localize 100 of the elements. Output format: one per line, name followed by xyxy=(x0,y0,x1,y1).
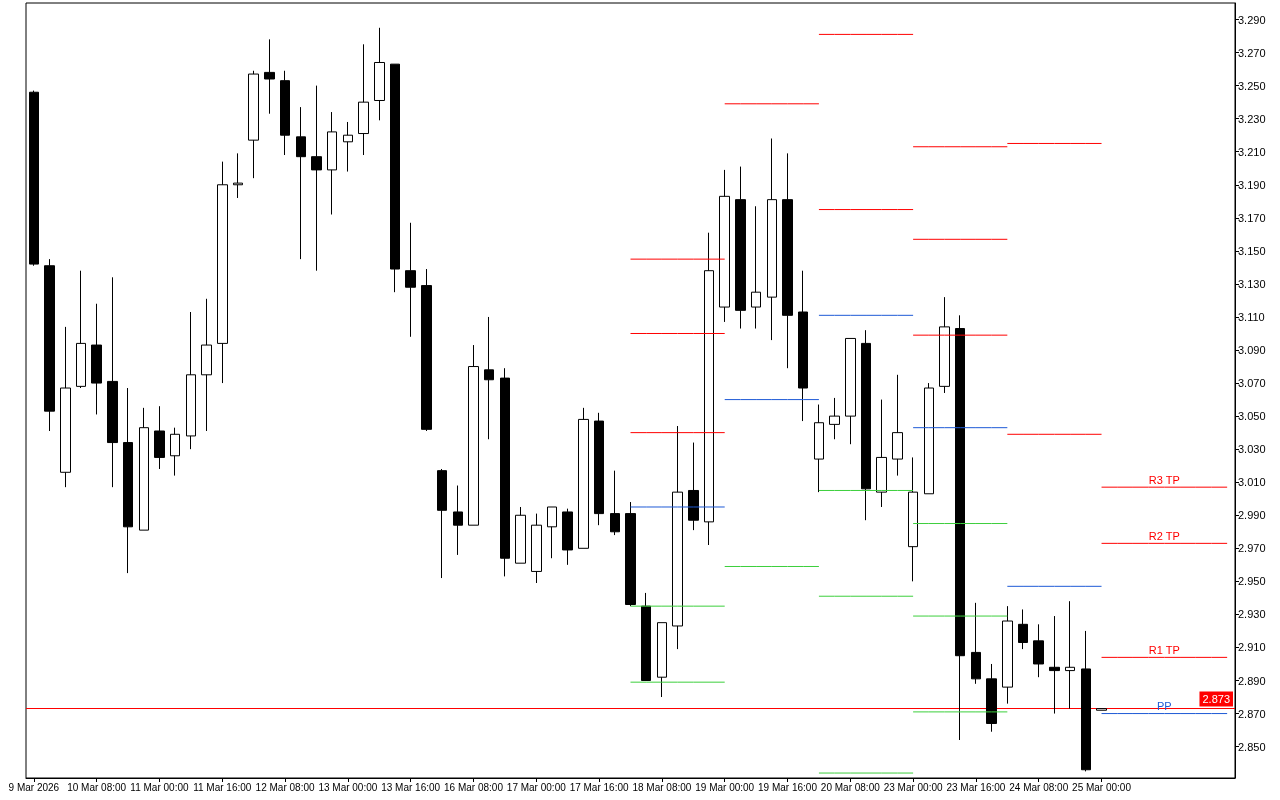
y-tick-label: 2.990 xyxy=(1238,509,1266,522)
y-tick-label: 3.230 xyxy=(1238,112,1266,125)
candlestick xyxy=(296,106,306,260)
y-tick-label: 2.950 xyxy=(1238,575,1266,588)
candlestick xyxy=(1081,630,1091,772)
candlestick xyxy=(437,468,447,579)
candlestick xyxy=(280,70,290,156)
candlestick xyxy=(154,405,165,470)
x-tick-label: 11 Mar 16:00 xyxy=(193,781,252,793)
x-tick-label: 11 Mar 00:00 xyxy=(130,781,189,793)
candlestick xyxy=(91,303,102,415)
x-tick-label: 20 Mar 08:00 xyxy=(820,781,881,793)
candlestick xyxy=(248,70,259,179)
candlestick xyxy=(861,329,871,521)
candlestick xyxy=(892,374,903,477)
x-tick-label: 23 Mar 16:00 xyxy=(946,781,1006,793)
y-tick-label: 3.290 xyxy=(1238,13,1266,26)
candlestick xyxy=(610,470,620,536)
candlestick xyxy=(186,311,196,450)
y-tick-label: 3.130 xyxy=(1238,277,1266,290)
candlestick xyxy=(515,506,526,564)
series-label: R3 TP xyxy=(1148,473,1180,486)
candlestick xyxy=(327,111,337,216)
ref-line-label: 2.873 xyxy=(1202,693,1230,706)
candlestick xyxy=(845,337,856,445)
y-tick-label: 3.210 xyxy=(1238,145,1266,158)
candlestick xyxy=(233,152,243,199)
y-tick-label: 3.050 xyxy=(1238,410,1266,423)
candlestick xyxy=(217,161,228,384)
candlestick xyxy=(123,387,133,574)
candlestick xyxy=(107,276,118,488)
candlestick xyxy=(311,85,322,272)
candlestick xyxy=(908,456,918,582)
x-tick-label: 17 Mar 16:00 xyxy=(569,781,629,793)
candlestick xyxy=(1065,600,1075,710)
candlestick xyxy=(562,508,573,566)
x-tick-label: 9 Mar 2026 xyxy=(8,781,60,793)
candlestick xyxy=(44,258,55,432)
x-tick-label: 23 Mar 00:00 xyxy=(883,781,944,793)
y-tick-label: 3.150 xyxy=(1238,244,1266,257)
y-tick-label: 2.870 xyxy=(1238,707,1266,720)
candlestick xyxy=(735,166,746,330)
x-tick-label: 18 Mar 08:00 xyxy=(632,781,692,793)
candlestick xyxy=(829,397,840,440)
candlestick xyxy=(453,485,463,556)
candlestick xyxy=(421,268,432,432)
candlestick xyxy=(751,205,761,330)
candlestick xyxy=(704,232,714,546)
candlestick xyxy=(657,622,667,698)
x-tick-label: 24 Mar 08:00 xyxy=(1009,781,1069,793)
candlestick xyxy=(798,270,808,422)
y-tick-label: 3.070 xyxy=(1238,377,1266,390)
series-label: R2 TP xyxy=(1148,529,1180,542)
candlestick xyxy=(531,513,542,584)
candlestick xyxy=(500,367,510,577)
y-tick-label: 3.250 xyxy=(1238,79,1266,92)
candlestick xyxy=(1049,615,1060,715)
candlestick xyxy=(547,506,557,559)
y-tick-label: 2.970 xyxy=(1238,542,1266,555)
x-tick-label: 19 Mar 16:00 xyxy=(758,781,818,793)
y-tick-label: 2.850 xyxy=(1238,740,1266,753)
candlestick xyxy=(594,412,604,526)
candlestick xyxy=(782,152,793,369)
x-tick-label: 16 Mar 08:00 xyxy=(444,781,504,793)
x-tick-label: 13 Mar 00:00 xyxy=(318,781,378,793)
candlestick xyxy=(641,592,651,682)
candlestick xyxy=(578,407,589,549)
candlestick xyxy=(924,382,934,495)
candlestick xyxy=(390,63,400,293)
candlestick xyxy=(955,314,965,741)
candlestick xyxy=(29,90,39,267)
x-tick-label: 12 Mar 08:00 xyxy=(255,781,315,793)
candlestick xyxy=(484,316,494,440)
candlestick xyxy=(468,344,479,526)
candlestick xyxy=(60,326,71,488)
candlestick xyxy=(76,270,86,389)
series-label: R1 TP xyxy=(1148,643,1180,656)
y-tick-label: 3.030 xyxy=(1238,443,1266,456)
x-tick-label: 17 Mar 00:00 xyxy=(506,781,567,793)
candlestick xyxy=(971,602,981,685)
candlestick xyxy=(1096,708,1107,711)
y-tick-label: 2.890 xyxy=(1238,674,1266,687)
y-tick-label: 2.930 xyxy=(1238,608,1266,621)
x-tick-label: 13 Mar 16:00 xyxy=(381,781,441,793)
candlestick xyxy=(625,501,636,607)
candlestick xyxy=(1033,623,1044,678)
candlestick xyxy=(672,425,683,650)
y-tick-label: 3.170 xyxy=(1238,211,1266,224)
candlestick xyxy=(688,442,699,531)
candlestick xyxy=(343,121,353,173)
candlestick xyxy=(876,399,887,508)
candlestick xyxy=(264,38,275,115)
candlestick xyxy=(986,663,997,733)
candlestick xyxy=(358,43,369,156)
candlestick xyxy=(814,404,824,493)
y-tick-label: 3.010 xyxy=(1238,476,1266,489)
candlestick xyxy=(170,427,180,477)
candlestick xyxy=(767,138,777,341)
candlestick xyxy=(1002,605,1013,705)
candlestick xyxy=(201,298,212,432)
